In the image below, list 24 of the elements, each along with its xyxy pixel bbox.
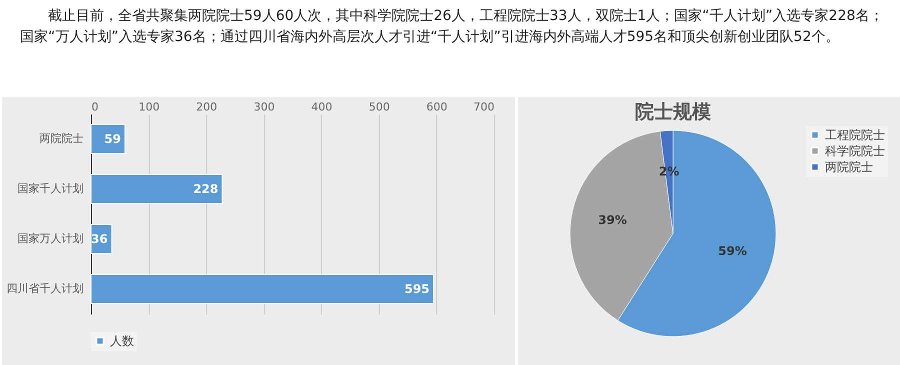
- legend-label: 科学院院士: [825, 144, 885, 158]
- data-label: 59: [104, 132, 121, 146]
- data-label: 228: [193, 182, 218, 196]
- y-tick-label: 国家万人计划: [18, 232, 84, 245]
- legend-label: 人数: [110, 334, 134, 348]
- chart-title: 院士规模: [635, 101, 711, 123]
- legend-label: 工程院院士: [825, 128, 885, 142]
- x-tick-label: 300: [254, 100, 275, 114]
- x-tick-label: 500: [368, 100, 390, 114]
- x-tick-label: 0: [92, 100, 98, 114]
- y-tick-label: 国家千人计划: [18, 182, 84, 195]
- legend-label: 两院院士: [825, 160, 873, 174]
- y-tick-label: 两院院士: [40, 132, 84, 145]
- text: 截止目前，全省共聚集两院院士59人60人次，其中科学院院士26人，工程院院士33人，双院士1人；国家“千人计划”入选专家228名；国家“万人计划”入选专家36名；通过四川省海内外高层次人才引进“千人计划”引进海内外高端人才595名和顶尖创新创业团队52个。: [20, 7, 884, 47]
- x-tick-label: 200: [196, 100, 218, 114]
- x-tick-label: 100: [138, 100, 160, 114]
- data-label: 595: [404, 282, 430, 296]
- x-tick-label: 700: [474, 100, 494, 114]
- data-label: 36: [91, 232, 108, 246]
- y-tick-label: 四川省千人计划: [6, 282, 84, 295]
- data-label: 59%: [718, 244, 747, 258]
- x-tick-label: 600: [426, 100, 448, 114]
- data-label: 39%: [598, 212, 627, 227]
- x-tick-label: 400: [311, 100, 332, 114]
